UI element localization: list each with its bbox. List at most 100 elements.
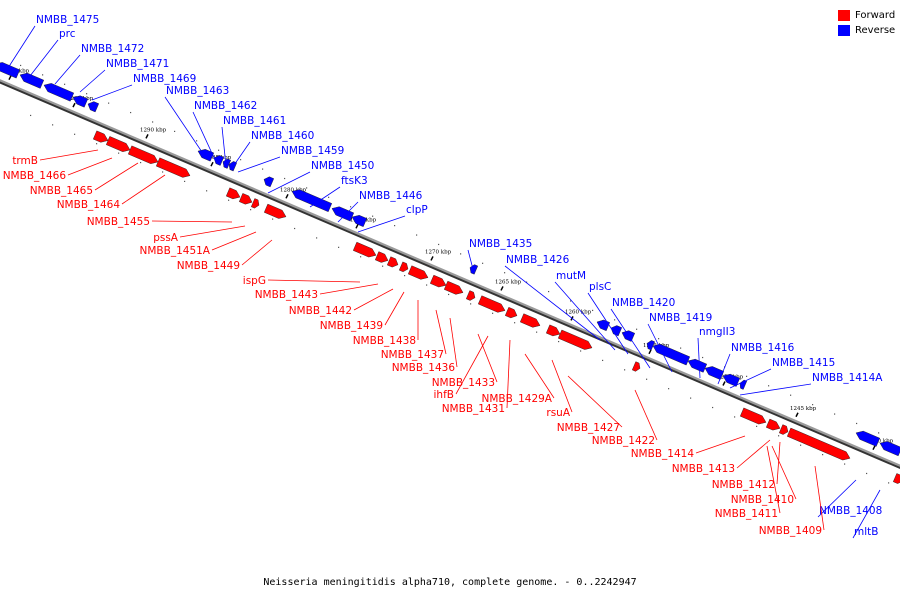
forward-gene — [407, 265, 429, 280]
forward-gene-label-leader — [524, 353, 555, 399]
tick-label: 1265 kbp — [495, 279, 522, 285]
guide-dot — [514, 322, 516, 324]
forward-gene-label: NMBB_1410 — [731, 494, 794, 506]
tick-label: 1280 kbp — [280, 187, 307, 193]
reverse-gene-shape — [43, 83, 75, 102]
reverse-gene — [222, 158, 232, 169]
guide-dot — [658, 338, 660, 340]
guide-dot — [272, 218, 274, 220]
forward-gene-shape — [398, 261, 409, 273]
legend-item-reverse: Reverse — [838, 23, 895, 38]
forward-gene-label: NMBB_1464 — [57, 199, 121, 211]
forward-gene — [374, 251, 389, 263]
reverse-gene-label-leader — [164, 96, 207, 159]
reverse-gene-label-leader — [554, 281, 616, 351]
guide-dot — [636, 328, 638, 330]
guide-dot — [338, 246, 340, 248]
reverse-gene-label: NMBB_1472 — [81, 43, 144, 55]
forward-gene — [238, 193, 253, 205]
reverse-gene-label: NMBB_1416 — [731, 342, 795, 354]
reverse-gene-shape — [596, 319, 611, 332]
reverse-gene-shape — [197, 149, 215, 162]
forward-gene-shape — [545, 324, 561, 337]
reverse-gene — [596, 319, 611, 332]
forward-gene-shape — [105, 136, 131, 152]
forward-gene-shape — [786, 427, 851, 461]
reverse-gene-label-leader — [231, 141, 251, 169]
guide-dot — [316, 237, 318, 239]
guide-dot — [394, 225, 396, 227]
guide-dot — [382, 265, 384, 267]
reverse-gene-label: NMBB_1475 — [36, 14, 99, 26]
reverse-gene-label-leader — [739, 383, 812, 396]
reverse-gene — [469, 264, 479, 275]
forward-gene — [778, 424, 789, 435]
forward-gene-shape — [631, 361, 641, 372]
guide-dot — [592, 309, 594, 312]
forward-gene — [519, 313, 541, 328]
tick-label: 1240 kbp — [867, 439, 894, 445]
forward-gene-label-leader — [267, 279, 361, 283]
guide-dot — [284, 177, 286, 180]
legend: Forward Reverse — [838, 8, 895, 38]
reverse-gene — [610, 325, 623, 337]
guide-dot — [822, 454, 824, 456]
map-caption: Neisseria meningitidis alpha710, complet… — [263, 577, 637, 588]
guide-dot — [262, 168, 264, 170]
guide-dot — [492, 312, 494, 314]
reverse-gene-label-leader — [504, 265, 601, 341]
tick-label: 1260 kbp — [565, 309, 592, 315]
guide-dot — [526, 281, 528, 283]
reverse-gene-label: NMBB_1471 — [106, 58, 169, 70]
forward-gene — [545, 324, 561, 337]
reverse-gene — [291, 189, 333, 213]
reverse-gene-label: NMBB_1463 — [166, 85, 229, 97]
reverse-gene-label-leader — [91, 84, 133, 101]
forward-gene-label-leader — [449, 317, 458, 368]
forward-gene-label: NMBB_1437 — [381, 349, 444, 361]
guide-dot — [218, 149, 220, 151]
reverse-gene-shape — [0, 62, 21, 79]
forward-gene-shape — [225, 187, 241, 200]
guide-dot — [856, 422, 858, 425]
reverse-gene-label: NMBB_1469 — [133, 73, 196, 85]
forward-gene — [352, 241, 377, 258]
tick-label: 1245 kbp — [790, 406, 817, 412]
reverse-gene-label: clpP — [406, 204, 428, 216]
guide-dot — [888, 482, 890, 484]
reverse-gene-shape — [291, 189, 333, 213]
tick-mark — [145, 134, 149, 139]
guide-dot — [624, 369, 626, 371]
guide-dot — [74, 133, 76, 135]
reverse-gene — [197, 149, 215, 162]
guide-dot — [118, 152, 120, 154]
reverse-gene — [722, 373, 741, 387]
reverse-gene-label-leader — [337, 201, 359, 223]
forward-gene-shape — [407, 265, 429, 280]
legend-label-reverse: Reverse — [855, 25, 896, 36]
reverse-gene-label-leader — [309, 186, 341, 208]
forward-gene-label-leader — [353, 288, 394, 311]
reverse-gene-label-leader — [697, 337, 701, 379]
guide-dot — [614, 319, 616, 321]
legend-label-forward: Forward — [855, 10, 896, 21]
guide-dot — [86, 93, 88, 95]
guide-dot — [196, 140, 198, 142]
forward-gene-label: NMBB_1451A — [140, 245, 211, 257]
forward-gene — [127, 145, 159, 164]
forward-gene-shape — [477, 295, 506, 313]
guide-dot — [404, 275, 406, 277]
reverse-gene-label-leader — [357, 215, 406, 233]
guide-dot — [548, 290, 550, 293]
guide-dot — [30, 114, 32, 117]
forward-gene — [225, 187, 241, 200]
backbone-line — [0, 79, 900, 467]
reverse-gene-label: NMBB_1462 — [194, 100, 257, 112]
forward-gene-shape — [465, 290, 476, 301]
guide-dot — [712, 406, 714, 409]
reverse-gene-label: NMBB_1426 — [506, 254, 570, 266]
reverse-gene-label: NMBB_1435 — [469, 238, 532, 250]
guide-dot — [668, 388, 670, 390]
guide-dot — [438, 243, 440, 246]
reverse-gene-label-leader — [79, 69, 106, 93]
